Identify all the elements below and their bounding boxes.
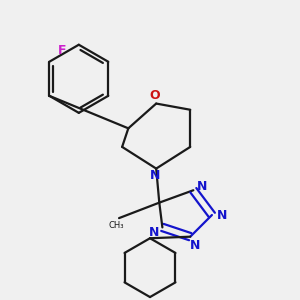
Text: N: N — [190, 239, 200, 253]
Text: N: N — [217, 208, 227, 221]
Text: N: N — [149, 169, 160, 182]
Text: F: F — [57, 44, 66, 57]
Text: O: O — [149, 89, 160, 102]
Text: CH₃: CH₃ — [108, 221, 124, 230]
Text: N: N — [197, 180, 207, 193]
Text: N: N — [148, 226, 159, 238]
